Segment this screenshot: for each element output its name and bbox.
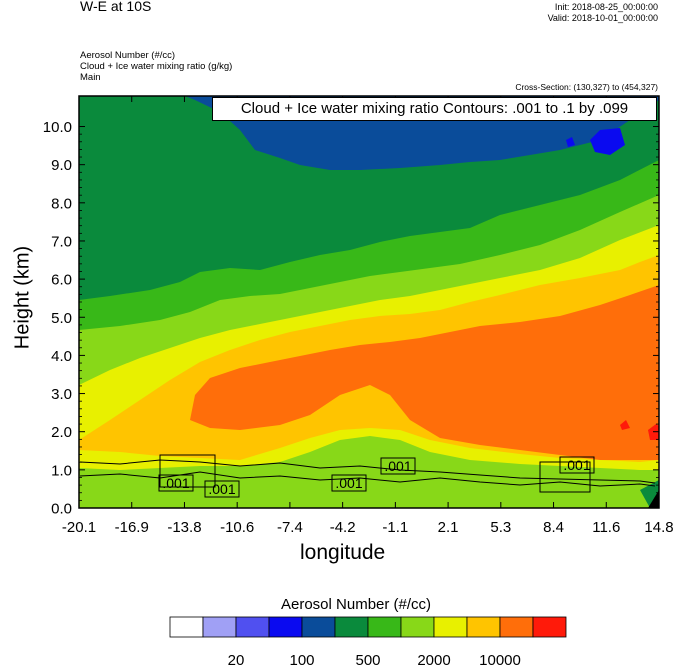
colorbar-swatch — [466, 616, 501, 638]
colorbar-label: 20 — [228, 652, 245, 667]
contour-labels: .001 .001 .001 .001 .001 — [158, 456, 595, 498]
colorbar-label: 2000 — [417, 652, 450, 667]
blue-cell-top-right — [590, 128, 625, 155]
colorbar-swatch — [169, 616, 204, 638]
colorbar-label: 100 — [289, 652, 314, 667]
band-low-green — [79, 436, 659, 508]
x-tick-label: -7.4 — [277, 519, 303, 536]
x-tick-label: -1.1 — [382, 519, 408, 536]
x-axis-label: longitude — [300, 541, 386, 564]
field-name-aerosol: Aerosol Number (#/cc) — [80, 50, 176, 61]
x-tick-label: 14.8 — [644, 519, 673, 536]
contour-box — [159, 454, 216, 488]
colorbar-swatch — [202, 616, 237, 638]
y-tick-label: 6.0 — [51, 272, 72, 289]
x-tick-label: -16.9 — [115, 519, 149, 536]
contour-label-box — [380, 457, 416, 475]
colorbar-swatch — [499, 616, 534, 638]
colorbar-swatch — [301, 616, 336, 638]
y-tick-label: 8.0 — [51, 195, 72, 212]
colorbar-swatch — [400, 616, 435, 638]
cross-section-label: Cross-Section: (130,327) to (454,327) — [515, 82, 658, 92]
field-name-main: Main — [80, 72, 101, 83]
colorbar-label: 10000 — [479, 652, 521, 667]
contour-label-box — [204, 480, 240, 498]
blue-cell-small — [566, 137, 575, 147]
chart-title: W-E at 10S — [80, 0, 152, 14]
y-tick-label: 1.0 — [51, 462, 72, 479]
contour-box — [539, 461, 591, 493]
x-tick-label: -4.2 — [330, 519, 356, 536]
y-axis-label: Height (km) — [11, 245, 34, 350]
contour-label-box — [158, 474, 194, 492]
contour-label: .001 — [335, 475, 362, 491]
contour-label: .001 — [162, 475, 189, 491]
x-tick-label: -13.8 — [167, 519, 201, 536]
corner-black — [648, 490, 659, 508]
contour-label: .001 — [563, 457, 590, 473]
contour-label-box — [559, 456, 595, 474]
y-tick-label: 5.0 — [51, 310, 72, 327]
field-name-cloud: Cloud + Ice water mixing ratio (g/kg) — [80, 61, 233, 72]
contour-legend-title: Cloud + Ice water mixing ratio Contours:… — [212, 97, 657, 121]
y-tick-label: 2.0 — [51, 424, 72, 441]
valid-time: Valid: 2018-10-01_00:00:00 — [547, 13, 658, 23]
y-tick-label: 4.0 — [51, 348, 72, 365]
x-tick-label: 2.1 — [438, 519, 459, 536]
colorbar-swatch — [433, 616, 468, 638]
red-cell-small — [620, 420, 630, 430]
colorbar-swatch — [268, 616, 303, 638]
x-tick-label: -10.6 — [220, 519, 254, 536]
heatmap-field — [79, 96, 659, 508]
init-time: Init: 2018-08-25_00:00:00 — [554, 2, 658, 12]
y-axis: 0.0 1.0 2.0 3.0 4.0 5.0 6.0 7.0 8.0 9.0 10.0 — [43, 119, 659, 518]
x-tick-label: -20.1 — [62, 519, 96, 536]
x-tick-label: 8.4 — [543, 519, 564, 536]
time-info: Init: 2018-08-25_00:00:00 Valid: 2018-10… — [548, 2, 658, 24]
colorbar-swatch — [367, 616, 402, 638]
x-tick-label: 11.6 — [592, 519, 620, 536]
contour-line — [79, 459, 656, 484]
contour-label-box — [331, 474, 367, 492]
colorbar-label: 500 — [355, 652, 380, 667]
colorbar-swatch — [334, 616, 369, 638]
band-dark-orange — [190, 285, 659, 460]
colorbar-title: Aerosol Number (#/cc) — [281, 596, 432, 613]
y-tick-label: 3.0 — [51, 386, 72, 403]
y-tick-label: 0.0 — [51, 501, 72, 518]
y-tick-label: 7.0 — [51, 233, 72, 250]
colorbar-swatch — [235, 616, 270, 638]
colorbar-swatch — [532, 616, 567, 638]
x-axis: -20.1 -16.9 -13.8 -10.6 -7.4 -4.2 -1.1 2.1 5.3 8.… — [62, 96, 674, 536]
x-tick-label: 5.3 — [490, 519, 511, 536]
colorbar: 20 100 500 2000 10000 — [169, 616, 567, 667]
y-tick-label: 9.0 — [51, 157, 72, 174]
contour-label: .001 — [384, 458, 411, 474]
y-tick-label: 10.0 — [43, 119, 72, 136]
contour-label: .001 — [208, 481, 235, 497]
